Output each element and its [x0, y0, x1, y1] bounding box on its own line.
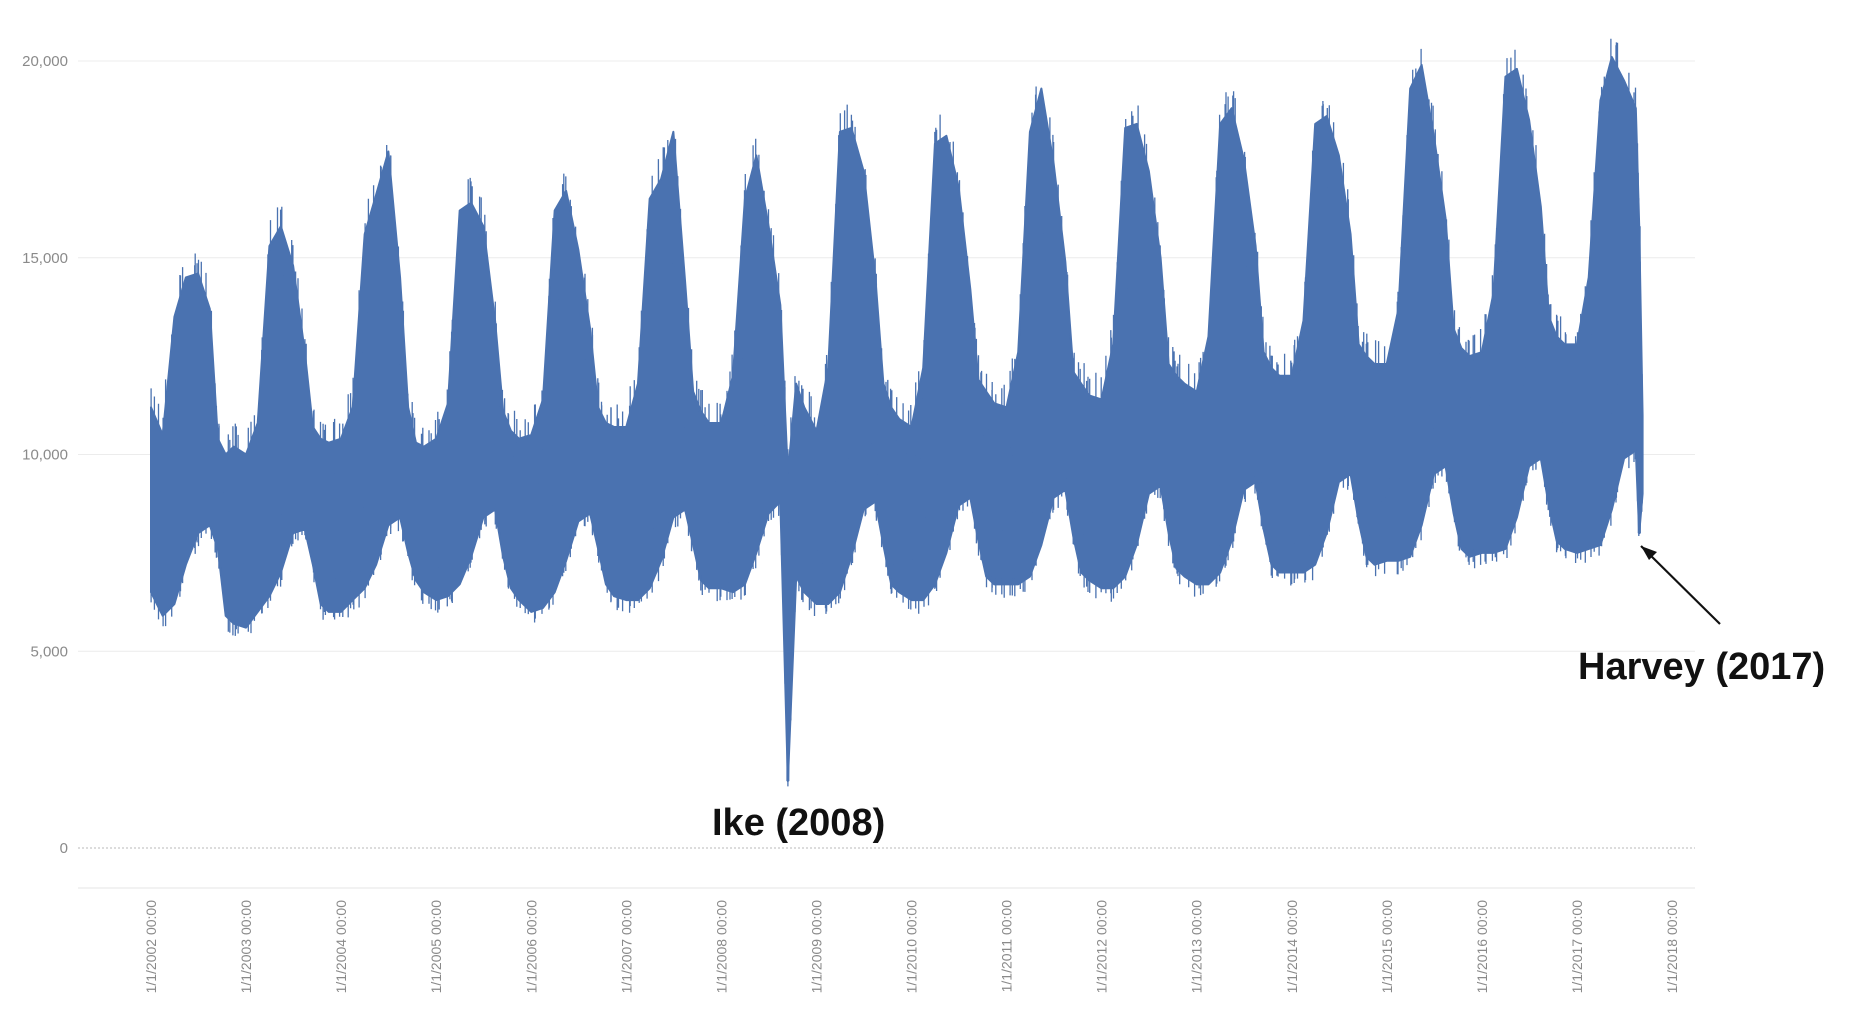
x-tick-label: 1/1/2017 00:00 [1569, 900, 1585, 994]
y-tick-label: 0 [60, 840, 68, 857]
x-tick-label: 1/1/2004 00:00 [333, 900, 349, 994]
x-tick-label: 1/1/2012 00:00 [1094, 900, 1110, 994]
series-daily-lines [150, 92, 1642, 721]
annotation-ike: Ike (2008) [712, 802, 885, 844]
annotations: Ike (2008) Harvey (2017) [712, 545, 1825, 844]
y-tick-label: 5,000 [30, 643, 68, 660]
x-tick-label: 1/1/2014 00:00 [1284, 900, 1300, 994]
x-tick-label: 1/1/2018 00:00 [1664, 900, 1680, 994]
x-tick-label: 1/1/2005 00:00 [428, 900, 444, 994]
y-tick-label: 15,000 [22, 250, 68, 267]
y-tick-label: 20,000 [22, 53, 68, 70]
y-tick-label: 10,000 [22, 447, 68, 464]
x-tick-label: 1/1/2007 00:00 [618, 900, 634, 994]
x-tick-label: 1/1/2016 00:00 [1474, 900, 1490, 994]
x-tick-label: 1/1/2011 00:00 [999, 900, 1015, 993]
x-tick-label: 1/1/2010 00:00 [904, 900, 920, 994]
series-group [150, 38, 1644, 787]
x-tick-label: 1/1/2002 00:00 [143, 900, 159, 994]
x-tick-label: 1/1/2015 00:00 [1379, 900, 1395, 994]
series-spikes [150, 38, 1643, 787]
x-tick-label: 1/1/2013 00:00 [1189, 900, 1205, 994]
x-tick-label: 1/1/2006 00:00 [523, 900, 539, 994]
x-tick-label: 1/1/2003 00:00 [238, 900, 254, 994]
annotation-harvey: Harvey (2017) [1578, 646, 1825, 688]
y-axis-ticks: 0 5,000 10,000 15,000 20,000 [22, 53, 68, 857]
harvey-arrow [1640, 545, 1721, 625]
x-tick-label: 1/1/2008 00:00 [713, 900, 729, 994]
x-axis-ticks: 1/1/2002 00:00 1/1/2003 00:00 1/1/2004 00:… [143, 900, 1680, 994]
harvey-arrowhead [1641, 546, 1657, 560]
x-tick-label: 1/1/2009 00:00 [808, 900, 824, 994]
